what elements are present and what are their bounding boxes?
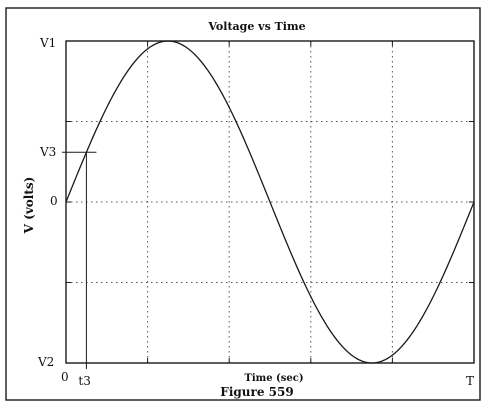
x-tick-zero: 0: [61, 370, 69, 384]
chart-title: Voltage vs Time: [207, 20, 305, 33]
outer-border: [5, 7, 481, 401]
grid-lines: [66, 41, 474, 363]
x-tick-t3: t3: [78, 374, 90, 388]
y-tick-v1: V1: [39, 36, 56, 50]
y-tick-v3: V3: [39, 145, 56, 159]
axis-ticks: [66, 41, 474, 363]
figure-caption: Figure 559: [220, 385, 293, 399]
y-tick-v2: V2: [37, 355, 54, 369]
x-axis-label: Time (sec): [244, 373, 303, 384]
y-axis-label: V (volts): [22, 177, 36, 235]
y-tick-zero: 0: [50, 194, 58, 208]
x-tick-t: T: [466, 374, 474, 388]
voltage-curve: [65, 40, 475, 364]
